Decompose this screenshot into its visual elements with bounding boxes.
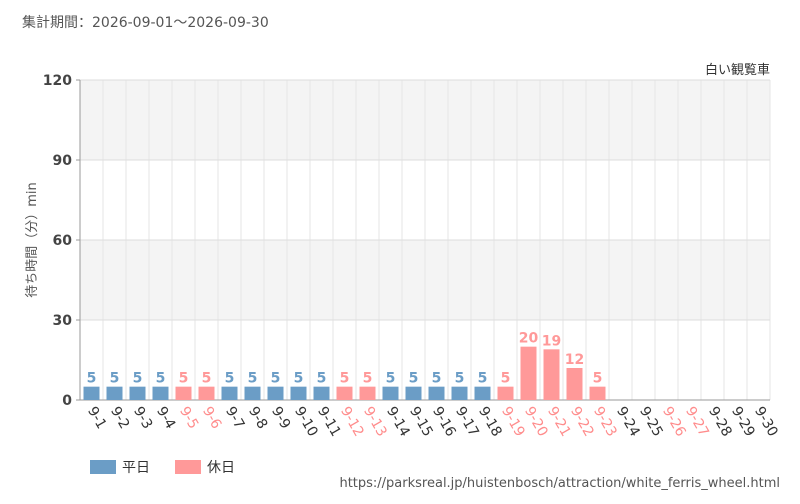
x-tick-label: 9-15 bbox=[406, 404, 436, 440]
x-tick-label: 9-26 bbox=[659, 404, 689, 440]
data-label: 5 bbox=[363, 371, 373, 387]
y-tick-label: 120 bbox=[43, 73, 72, 89]
data-label: 5 bbox=[179, 371, 189, 387]
data-label: 5 bbox=[87, 371, 97, 387]
x-tick-label: 9-3 bbox=[130, 404, 155, 432]
y-tick-label: 0 bbox=[62, 393, 72, 409]
x-tick-label: 9-16 bbox=[429, 404, 459, 440]
bar bbox=[198, 386, 215, 400]
bar bbox=[313, 386, 330, 400]
x-tick-label: 9-24 bbox=[613, 404, 643, 440]
x-tick-label: 9-17 bbox=[452, 404, 482, 440]
data-label: 5 bbox=[110, 371, 120, 387]
bar bbox=[359, 386, 376, 400]
x-tick-label: 9-22 bbox=[567, 404, 597, 440]
data-label: 5 bbox=[593, 371, 603, 387]
bar bbox=[451, 386, 468, 400]
bar bbox=[290, 386, 307, 400]
data-label: 5 bbox=[478, 371, 488, 387]
bar bbox=[543, 349, 560, 400]
bar bbox=[520, 346, 537, 400]
data-label: 20 bbox=[519, 331, 539, 347]
x-tick-label: 9-2 bbox=[107, 404, 132, 432]
y-axis-label: 待ち時間（分）min bbox=[25, 182, 40, 298]
data-label: 5 bbox=[248, 371, 258, 387]
x-tick-label: 9-4 bbox=[153, 404, 178, 432]
chart-title: 集計期間：2026-09-01～2026-09-30 bbox=[22, 14, 269, 31]
x-tick-label: 9-25 bbox=[636, 404, 666, 440]
data-label: 5 bbox=[133, 371, 143, 387]
bar bbox=[221, 386, 238, 400]
legend-label: 平日 bbox=[122, 460, 150, 476]
data-label: 5 bbox=[501, 371, 511, 387]
bar bbox=[267, 386, 284, 400]
x-tick-label: 9-9 bbox=[268, 404, 293, 432]
bar bbox=[244, 386, 261, 400]
y-tick-label: 60 bbox=[53, 233, 73, 249]
x-tick-label: 9-1 bbox=[84, 404, 109, 432]
x-tick-label: 9-27 bbox=[682, 404, 712, 440]
bar bbox=[152, 386, 169, 400]
x-tick-label: 9-19 bbox=[498, 404, 528, 440]
bar bbox=[336, 386, 353, 400]
data-label: 5 bbox=[202, 371, 212, 387]
bar bbox=[497, 386, 514, 400]
legend-swatch bbox=[175, 460, 201, 474]
x-tick-label: 9-5 bbox=[176, 404, 201, 432]
chart-subtitle: 白い観覧車 bbox=[705, 62, 770, 78]
bar bbox=[129, 386, 146, 400]
data-label: 5 bbox=[455, 371, 465, 387]
bar bbox=[428, 386, 445, 400]
x-tick-label: 9-13 bbox=[360, 404, 390, 440]
data-label: 5 bbox=[225, 371, 235, 387]
source-url: https://parksreal.jp/huistenbosch/attrac… bbox=[339, 476, 780, 491]
data-label: 12 bbox=[565, 352, 584, 368]
x-tick-label: 9-23 bbox=[590, 404, 620, 440]
data-label: 19 bbox=[542, 333, 561, 349]
legend-swatch bbox=[90, 460, 116, 474]
x-tick-label: 9-8 bbox=[245, 404, 270, 432]
legend-label: 休日 bbox=[207, 460, 235, 476]
x-tick-label: 9-30 bbox=[751, 404, 781, 440]
bar bbox=[175, 386, 192, 400]
y-tick-label: 30 bbox=[53, 313, 73, 329]
bar bbox=[474, 386, 491, 400]
data-label: 5 bbox=[271, 371, 281, 387]
data-label: 5 bbox=[409, 371, 419, 387]
x-tick-label: 9-10 bbox=[291, 404, 321, 440]
data-label: 5 bbox=[386, 371, 396, 387]
x-tick-label: 9-7 bbox=[222, 404, 247, 432]
data-label: 5 bbox=[294, 371, 304, 387]
x-tick-label: 9-11 bbox=[314, 404, 344, 440]
x-tick-label: 9-29 bbox=[728, 404, 758, 440]
bar bbox=[589, 386, 606, 400]
data-label: 5 bbox=[156, 371, 166, 387]
x-tick-label: 9-6 bbox=[199, 404, 224, 432]
x-tick-label: 9-18 bbox=[475, 404, 505, 440]
bar bbox=[566, 368, 583, 400]
x-tick-label: 9-12 bbox=[337, 404, 367, 440]
x-tick-label: 9-28 bbox=[705, 404, 735, 440]
bar bbox=[106, 386, 123, 400]
bar bbox=[382, 386, 399, 400]
bar bbox=[83, 386, 100, 400]
data-label: 5 bbox=[317, 371, 327, 387]
x-tick-label: 9-21 bbox=[544, 404, 574, 440]
data-label: 5 bbox=[432, 371, 442, 387]
bar bbox=[405, 386, 422, 400]
data-label: 5 bbox=[340, 371, 350, 387]
x-tick-label: 9-20 bbox=[521, 404, 551, 440]
y-tick-label: 90 bbox=[53, 153, 73, 169]
x-tick-label: 9-14 bbox=[383, 404, 413, 440]
